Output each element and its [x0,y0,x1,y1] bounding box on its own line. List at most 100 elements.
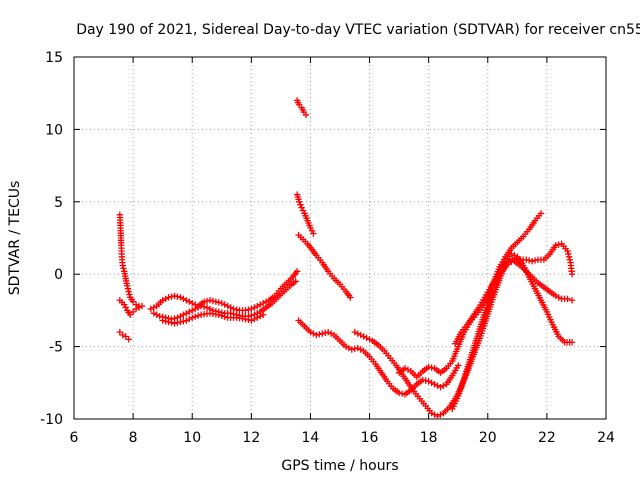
data-point-fill [431,411,438,418]
data-point-fill [565,250,572,258]
data-point-fill [120,265,127,272]
series-arc7 [293,97,310,119]
data-point [125,336,132,343]
data-point [224,302,231,310]
data-point [135,302,143,310]
data-point-fill [525,257,533,264]
data-point-fill [180,318,187,325]
data-point [298,204,305,211]
x-tick-label: 10 [183,430,201,446]
data-point-fill [327,330,335,337]
data-point [129,308,137,316]
data-point-fill [162,295,169,303]
y-tick-label: 10 [45,122,63,138]
data-point [119,262,126,269]
data-point-fill [297,201,304,208]
series-arc13 [449,250,576,413]
x-tick-label: 20 [479,430,497,446]
data-point [116,328,124,336]
data-point-fill [174,293,181,300]
y-tick-label: 0 [54,267,63,283]
data-point [523,256,530,263]
data-point [564,295,571,303]
data-point-fill [251,315,258,323]
data-point [505,259,512,266]
data-point [434,412,441,420]
data-point-fill [422,377,429,384]
grid-layer [74,57,606,419]
data-point-fill [428,364,435,371]
x-tick-label: 6 [70,430,79,446]
data-point-fill [124,285,132,292]
data-point-fill [565,253,573,261]
data-point-fill [126,291,133,298]
data-point [259,299,267,307]
data-point [165,318,172,326]
series-arc1 [116,211,146,311]
x-tick-label: 24 [597,430,615,446]
data-point [218,299,225,307]
data-point-fill [531,257,539,264]
data-point-fill [245,316,252,324]
data-point-fill [245,306,252,313]
data-point [419,376,426,384]
data-point [119,331,126,339]
data-point [248,317,255,324]
data-point-fill [209,297,217,305]
y-tick-label: -5 [49,340,63,356]
data-point [197,302,205,310]
data-point-fill [194,304,202,311]
data-point [121,301,128,308]
data-point-fill [221,313,228,320]
data-point [191,305,199,313]
data-point [293,268,301,275]
data-point-fill [262,298,270,305]
x-axis-label: GPS time / hours [281,458,398,474]
data-point [302,111,310,119]
data-point-fill [215,299,223,306]
data-point [254,302,261,310]
data-point [259,311,267,318]
data-point-fill [168,293,175,300]
plot-frame [73,56,607,420]
data-point [425,363,432,371]
data-point [307,224,314,232]
y-tick-label: 5 [54,195,63,211]
data-point-fill [251,304,258,311]
data-point [425,378,432,385]
data-point [437,383,444,391]
data-point-fill [186,298,193,305]
data-point [147,305,155,313]
data-point [508,250,515,258]
data-point [183,317,190,324]
data-point [124,282,131,289]
data-point [177,294,184,301]
data-point [212,298,220,305]
data-point-fill [150,304,157,311]
data-point-fill [555,294,562,301]
data-point-fill [200,303,208,310]
data-point-fill [189,307,196,314]
data-point [395,389,403,397]
data-point [310,230,317,237]
data-point [564,247,571,255]
data-point [165,294,172,301]
data-point [348,346,356,353]
y-tick-label: -10 [40,412,63,428]
data-point [528,257,536,265]
data-point [171,320,178,327]
data-point [189,314,196,321]
data-point-fill [227,304,234,311]
data-point-fill [398,390,406,397]
data-point [568,339,576,346]
data-point-fill [257,312,264,320]
data-point-fill [360,333,367,340]
series-arc9 [295,231,354,301]
data-point [206,297,214,304]
data-point-fill [440,382,447,389]
data-point-fill [218,312,225,319]
data-point [313,331,320,339]
data-point-fill [354,330,361,337]
series-arc14 [452,257,576,347]
